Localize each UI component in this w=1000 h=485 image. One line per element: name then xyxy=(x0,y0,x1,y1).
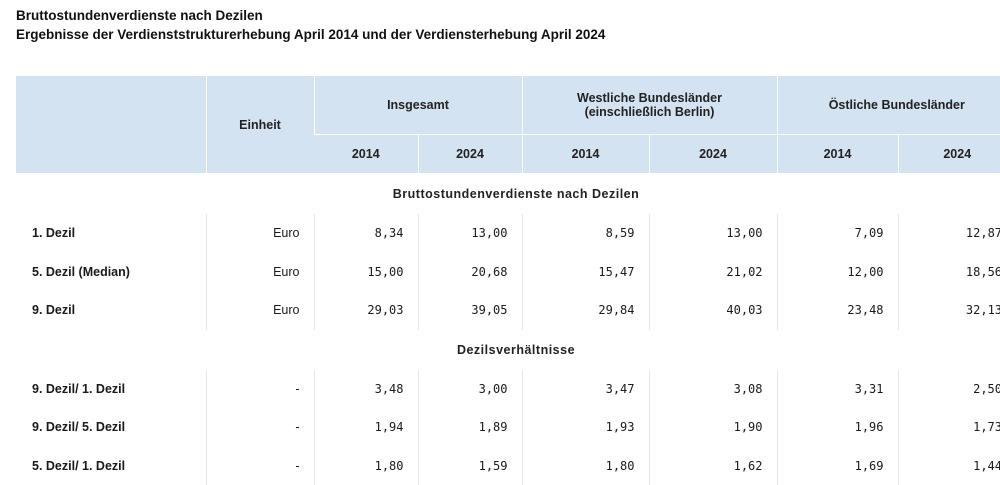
group-label: Östliche Bundesländer xyxy=(778,98,1000,112)
cell-value: 1,44 xyxy=(898,447,1000,485)
cell-value: 7,09 xyxy=(777,214,898,253)
row-label: 9. Dezil xyxy=(16,291,206,330)
cell-value: 1,96 xyxy=(777,408,898,447)
section-title: Bruttostundenverdienste nach Dezilen xyxy=(16,174,1000,215)
group-sublabel: (einschließlich Berlin) xyxy=(523,105,777,119)
heading-title: Bruttostundenverdienste nach Dezilen xyxy=(16,6,605,25)
cell-value: 12,87 xyxy=(898,214,1000,253)
cell-value: 2,50 xyxy=(898,370,1000,409)
header-empty-cell xyxy=(16,76,206,174)
cell-value: 40,03 xyxy=(649,291,777,330)
cell-value: 1,90 xyxy=(649,408,777,447)
row-label: 5. Dezil/ 1. Dezil xyxy=(16,447,206,485)
row-unit: - xyxy=(206,447,314,485)
cell-value: 1,80 xyxy=(522,447,649,485)
header-year: 2014 xyxy=(314,135,418,174)
header-year: 2024 xyxy=(418,135,522,174)
table-container: Einheit Insgesamt Westliche Bundesländer… xyxy=(16,76,1000,485)
cell-value: 1,69 xyxy=(777,447,898,485)
header-group-east: Östliche Bundesländer xyxy=(777,76,1000,135)
cell-value: 15,00 xyxy=(314,253,418,292)
table-row: 5. Dezil (Median) Euro 15,00 20,68 15,47… xyxy=(16,253,1000,292)
cell-value: 1,94 xyxy=(314,408,418,447)
cell-value: 3,08 xyxy=(649,370,777,409)
cell-value: 1,73 xyxy=(898,408,1000,447)
table-row: 9. Dezil/ 1. Dezil - 3,48 3,00 3,47 3,08… xyxy=(16,370,1000,409)
cell-value: 3,47 xyxy=(522,370,649,409)
cell-value: 32,13 xyxy=(898,291,1000,330)
table-header: Einheit Insgesamt Westliche Bundesländer… xyxy=(16,76,1000,174)
cell-value: 1,59 xyxy=(418,447,522,485)
heading-subtitle: Ergebnisse der Verdienststrukturerhebung… xyxy=(16,25,605,44)
row-label: 5. Dezil (Median) xyxy=(16,253,206,292)
group-label: Westliche Bundesländer xyxy=(523,91,777,105)
cell-value: 1,89 xyxy=(418,408,522,447)
section-title: Dezilsverhältnisse xyxy=(16,330,1000,370)
cell-value: 18,56 xyxy=(898,253,1000,292)
table-row: 1. Dezil Euro 8,34 13,00 8,59 13,00 7,09… xyxy=(16,214,1000,253)
row-label: 9. Dezil/ 1. Dezil xyxy=(16,370,206,409)
header-year: 2024 xyxy=(898,135,1000,174)
cell-value: 13,00 xyxy=(649,214,777,253)
header-unit: Einheit xyxy=(206,76,314,174)
cell-value: 8,34 xyxy=(314,214,418,253)
cell-value: 3,00 xyxy=(418,370,522,409)
cell-value: 3,48 xyxy=(314,370,418,409)
row-unit: Euro xyxy=(206,214,314,253)
row-unit: Euro xyxy=(206,291,314,330)
cell-value: 15,47 xyxy=(522,253,649,292)
cell-value: 21,02 xyxy=(649,253,777,292)
cell-value: 12,00 xyxy=(777,253,898,292)
cell-value: 23,48 xyxy=(777,291,898,330)
group-label: Insgesamt xyxy=(315,98,522,112)
header-group-west: Westliche Bundesländer (einschließlich B… xyxy=(522,76,777,135)
cell-value: 20,68 xyxy=(418,253,522,292)
cell-value: 29,03 xyxy=(314,291,418,330)
row-unit: - xyxy=(206,370,314,409)
table-body: Bruttostundenverdienste nach Dezilen 1. … xyxy=(16,174,1000,485)
earnings-table: Einheit Insgesamt Westliche Bundesländer… xyxy=(16,76,1000,485)
table-row: 9. Dezil/ 5. Dezil - 1,94 1,89 1,93 1,90… xyxy=(16,408,1000,447)
table-row: 9. Dezil Euro 29,03 39,05 29,84 40,03 23… xyxy=(16,291,1000,330)
row-label: 1. Dezil xyxy=(16,214,206,253)
header-year: 2024 xyxy=(649,135,777,174)
section-header-row: Bruttostundenverdienste nach Dezilen xyxy=(16,174,1000,215)
header-year: 2014 xyxy=(777,135,898,174)
row-unit: Euro xyxy=(206,253,314,292)
cell-value: 29,84 xyxy=(522,291,649,330)
header-group-total: Insgesamt xyxy=(314,76,522,135)
cell-value: 1,62 xyxy=(649,447,777,485)
cell-value: 1,80 xyxy=(314,447,418,485)
cell-value: 1,93 xyxy=(522,408,649,447)
section-header-row: Dezilsverhältnisse xyxy=(16,330,1000,370)
cell-value: 13,00 xyxy=(418,214,522,253)
row-unit: - xyxy=(206,408,314,447)
table-row: 5. Dezil/ 1. Dezil - 1,80 1,59 1,80 1,62… xyxy=(16,447,1000,485)
page-heading: Bruttostundenverdienste nach Dezilen Erg… xyxy=(16,6,605,44)
cell-value: 8,59 xyxy=(522,214,649,253)
cell-value: 39,05 xyxy=(418,291,522,330)
row-label: 9. Dezil/ 5. Dezil xyxy=(16,408,206,447)
cell-value: 3,31 xyxy=(777,370,898,409)
header-year: 2014 xyxy=(522,135,649,174)
